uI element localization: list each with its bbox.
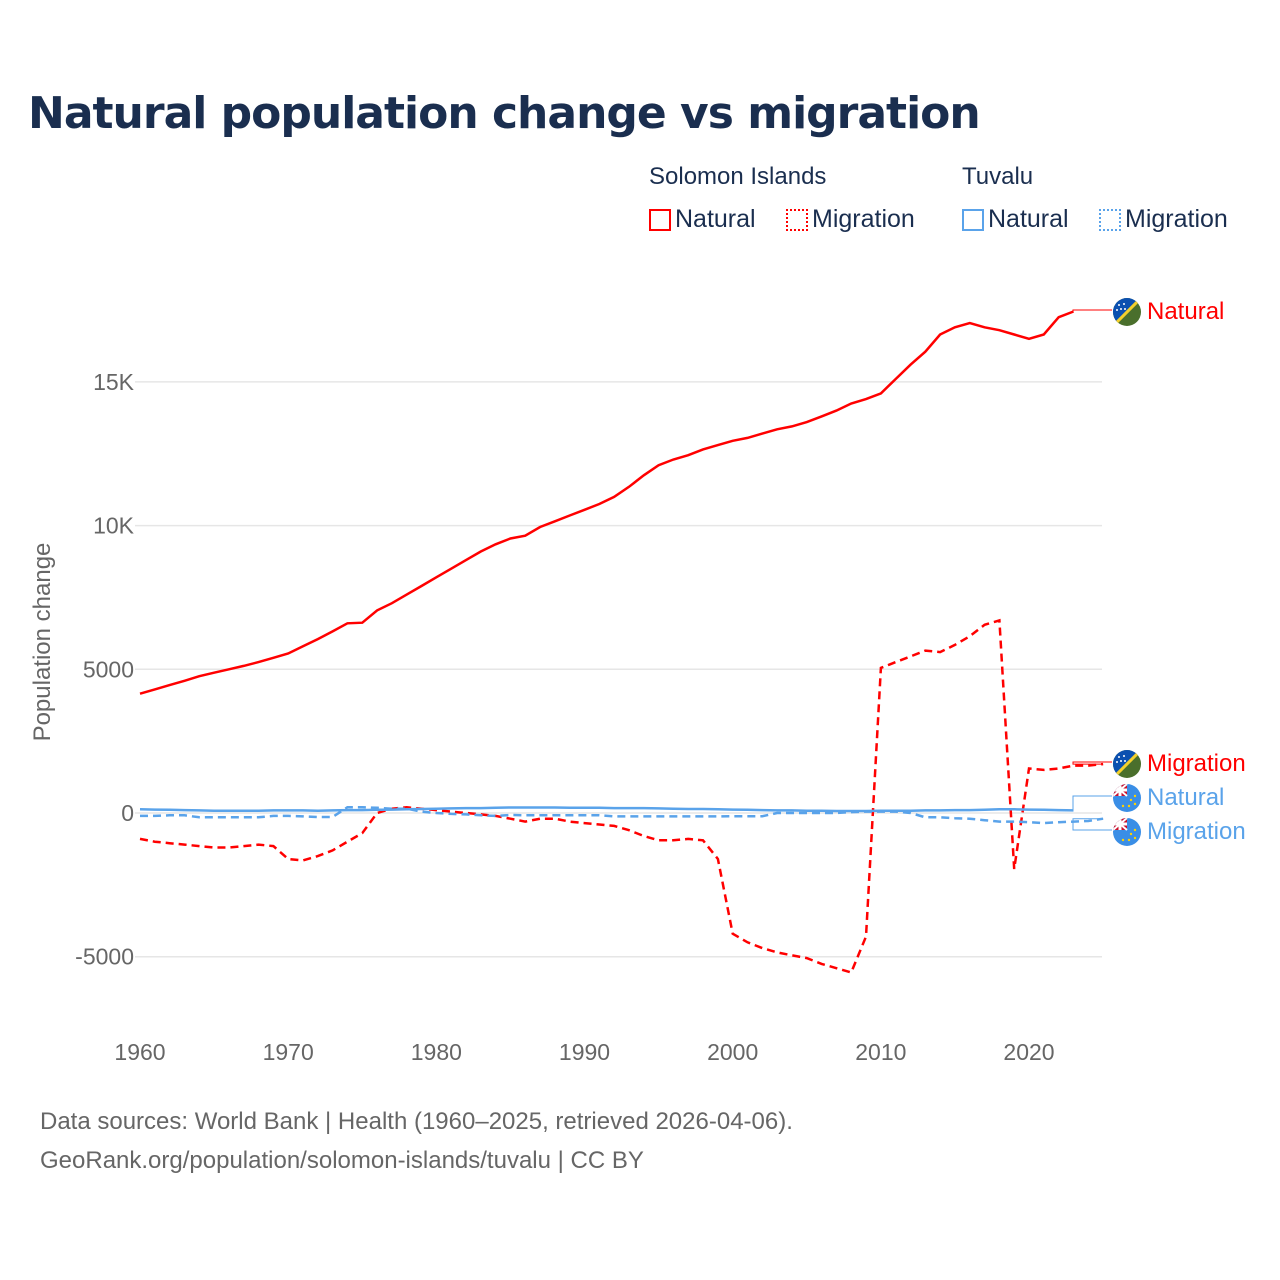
y-axis-label: Population change xyxy=(29,543,56,742)
legend-group-solomon-islands: Solomon Islands xyxy=(649,163,827,190)
x-tick-label: 1980 xyxy=(411,1039,462,1065)
y-tick-label: 10K xyxy=(93,513,135,539)
footer-sources: Data sources: World Bank | Health (1960–… xyxy=(40,1108,793,1135)
series-line-1 xyxy=(139,618,1104,975)
solomon-islands-flag-icon xyxy=(1113,750,1141,778)
legend-swatch-dotted xyxy=(1099,208,1121,231)
legend-label: Migration xyxy=(812,205,915,233)
x-tick-label: 2000 xyxy=(707,1039,758,1065)
legend-group-tuvalu: Tuvalu xyxy=(962,163,1034,190)
label-connector xyxy=(1072,309,1112,312)
series-line-0 xyxy=(139,310,1074,695)
x-tick-label: 1990 xyxy=(559,1039,610,1065)
x-tick-label: 1970 xyxy=(263,1039,314,1065)
solomon-islands-flag-icon xyxy=(1113,298,1141,326)
legend-solomon-natural[interactable]: Natural xyxy=(649,205,756,234)
label-connector xyxy=(1072,795,1112,811)
legend-label: Natural xyxy=(675,205,756,233)
y-tick-label: -5000 xyxy=(75,944,134,970)
series-end-label: Migration xyxy=(1147,750,1246,777)
y-tick-label: 0 xyxy=(121,800,134,826)
legend-label: Migration xyxy=(1125,205,1228,233)
series-end-label: Migration xyxy=(1147,818,1246,845)
series-end-label: Natural xyxy=(1147,298,1224,325)
label-connector xyxy=(1072,818,1112,831)
chart-title: Natural population change vs migration xyxy=(28,88,981,139)
legend-swatch-dotted xyxy=(786,208,808,231)
tuvalu-flag-icon xyxy=(1113,818,1141,846)
y-tick-label: 5000 xyxy=(83,656,134,682)
y-tick-label: 15K xyxy=(93,369,135,395)
legend-solomon-migration[interactable]: Migration xyxy=(786,205,915,234)
x-tick-label: 2010 xyxy=(855,1039,906,1065)
legend-swatch-solid xyxy=(649,208,671,231)
legend-swatch-solid xyxy=(962,208,984,231)
x-tick-label: 2020 xyxy=(1003,1039,1054,1065)
tuvalu-flag-icon xyxy=(1113,784,1141,812)
legend-label: Natural xyxy=(988,205,1069,233)
legend-tuvalu-natural[interactable]: Natural xyxy=(962,205,1069,234)
legend-tuvalu-migration[interactable]: Migration xyxy=(1099,205,1228,234)
footer-link[interactable]: GeoRank.org/population/solomon-islands/t… xyxy=(40,1147,644,1174)
x-tick-label: 1960 xyxy=(114,1039,165,1065)
series-line-2 xyxy=(139,806,1074,813)
label-connector xyxy=(1072,761,1112,765)
series-end-label: Natural xyxy=(1147,784,1224,811)
series-line-3 xyxy=(140,806,1104,825)
